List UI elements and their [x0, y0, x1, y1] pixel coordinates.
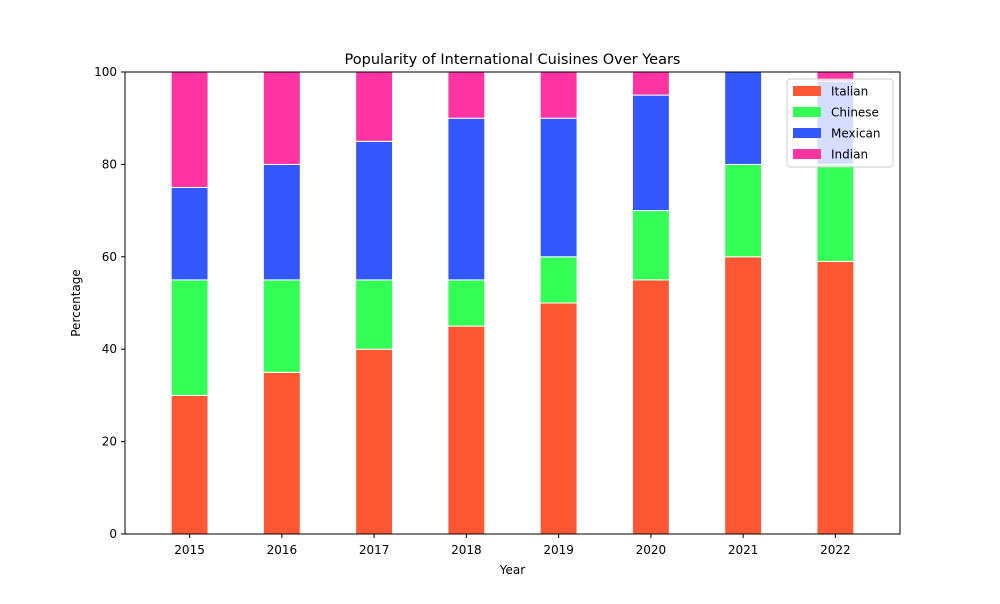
- bar-italian-2021: [724, 256, 763, 535]
- bar-mexican-2018: [447, 117, 486, 281]
- bar-italian-2016: [262, 371, 301, 535]
- x-tick-label: 2020: [636, 543, 667, 557]
- plot-frame: [124, 71, 901, 535]
- bar-chinese-2022: [816, 163, 855, 262]
- bar-indian-2016: [262, 71, 301, 165]
- bar-mexican-2017: [355, 140, 394, 281]
- y-tick-label: 40: [102, 342, 117, 356]
- bar-indian-2020: [631, 71, 670, 96]
- y-tick-label: 60: [102, 250, 117, 264]
- legend-swatch-italian: [793, 86, 821, 96]
- x-axis: 2015 2016 2017 2018 2019 2020 2021 2022: [174, 534, 851, 557]
- bar-chinese-2021: [724, 163, 763, 258]
- y-axis-label: Percentage: [69, 269, 83, 337]
- legend-swatch-indian: [793, 149, 821, 159]
- legend-label-indian: Indian: [831, 148, 868, 162]
- x-tick-label: 2021: [728, 543, 759, 557]
- legend-swatch-mexican: [793, 128, 821, 138]
- x-tick-label: 2015: [174, 543, 205, 557]
- bar-mexican-2016: [262, 163, 301, 281]
- y-tick-label: 20: [102, 435, 117, 449]
- bar-chinese-2016: [262, 279, 301, 373]
- x-tick-label: 2022: [820, 543, 851, 557]
- legend-label-chinese: Chinese: [831, 106, 879, 120]
- bar-mexican-2019: [539, 117, 578, 258]
- bar-italian-2015: [170, 394, 209, 535]
- bar-indian-2018: [447, 71, 486, 119]
- bar-chinese-2018: [447, 279, 486, 327]
- legend: Italian Chinese Mexican Indian: [786, 78, 894, 168]
- bar-mexican-2015: [170, 187, 209, 281]
- bar-chinese-2017: [355, 279, 394, 350]
- x-tick-label: 2018: [451, 543, 482, 557]
- y-tick-label: 100: [94, 65, 117, 79]
- bar-italian-2017: [355, 348, 394, 535]
- bar-indian-2017: [355, 71, 394, 142]
- x-tick-label: 2016: [267, 543, 298, 557]
- bar-italian-2019: [539, 302, 578, 535]
- legend-label-italian: Italian: [831, 85, 868, 99]
- bar-mexican-2021: [724, 71, 763, 165]
- legend-swatch-chinese: [793, 107, 821, 117]
- y-axis: 0 20 40 60 80 100: [94, 65, 125, 541]
- x-tick-label: 2017: [359, 543, 390, 557]
- bar-chinese-2015: [170, 279, 209, 396]
- legend-box: [786, 78, 894, 168]
- legend-label-mexican: Mexican: [831, 127, 881, 141]
- bar-italian-2022: [816, 260, 855, 535]
- bar-chinese-2020: [631, 210, 670, 281]
- bar-chinese-2019: [539, 256, 578, 304]
- bar-italian-2020: [631, 279, 670, 535]
- x-tick-label: 2019: [543, 543, 574, 557]
- bar-indian-2015: [170, 71, 209, 188]
- x-axis-label: Year: [499, 563, 525, 577]
- bar-indian-2019: [539, 71, 578, 119]
- bars-layer: [170, 71, 855, 535]
- bar-mexican-2020: [631, 94, 670, 212]
- y-tick-label: 80: [102, 157, 117, 171]
- y-tick-label: 0: [109, 527, 117, 541]
- bar-italian-2018: [447, 325, 486, 535]
- chart-title: Popularity of International Cuisines Ove…: [345, 52, 681, 68]
